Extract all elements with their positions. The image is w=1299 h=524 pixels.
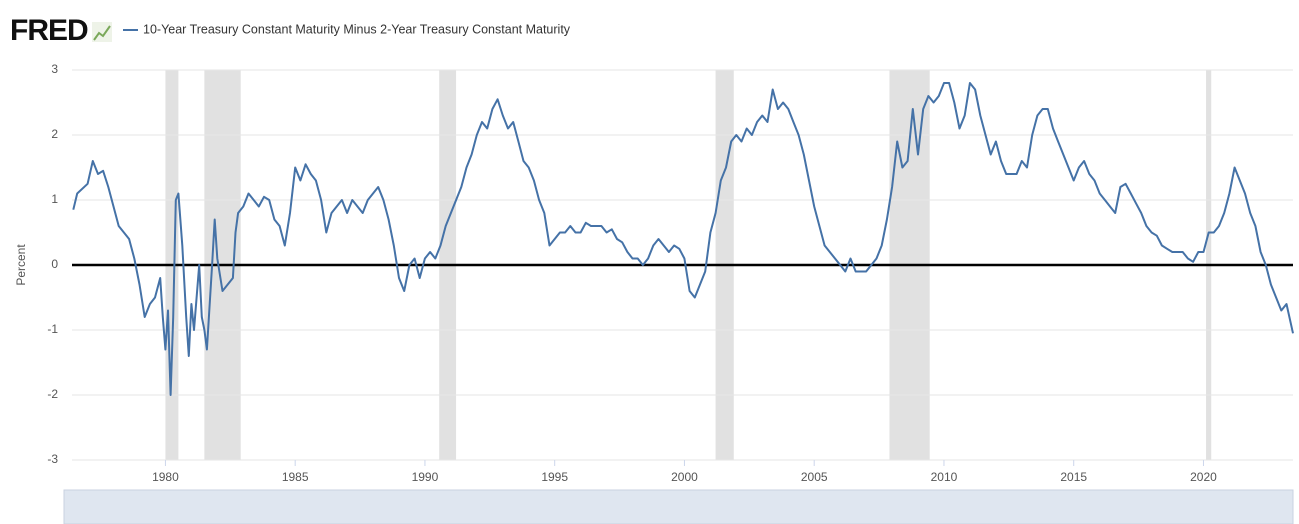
y-tick-label: 1: [51, 192, 58, 206]
navigator: [64, 490, 1293, 524]
y-tick-label: 2: [51, 127, 58, 141]
logo: FRED: [10, 14, 88, 47]
y-tick-label: -2: [47, 387, 58, 401]
x-tick-label: 2000: [671, 470, 698, 484]
x-tick-label: 1985: [282, 470, 309, 484]
x-tick-label: 2015: [1060, 470, 1087, 484]
y-tick-label: 0: [51, 257, 58, 271]
x-tick-label: 2005: [801, 470, 828, 484]
x-tick-label: 1980: [152, 470, 179, 484]
legend-label: 10-Year Treasury Constant Maturity Minus…: [143, 22, 571, 36]
y-tick-label: -3: [47, 452, 58, 466]
data-line: [72, 82, 1294, 396]
logo-icon: [92, 22, 112, 42]
navigator-frame: [63, 489, 1294, 524]
x-tick-label: 1990: [412, 470, 439, 484]
y-tick-label: 3: [51, 62, 58, 76]
y-tick-label: -1: [47, 322, 58, 336]
x-tick-label: 1995: [541, 470, 568, 484]
x-tick-label: 2010: [931, 470, 958, 484]
y-axis-label: Percent: [14, 244, 28, 286]
x-tick-label: 2020: [1190, 470, 1217, 484]
